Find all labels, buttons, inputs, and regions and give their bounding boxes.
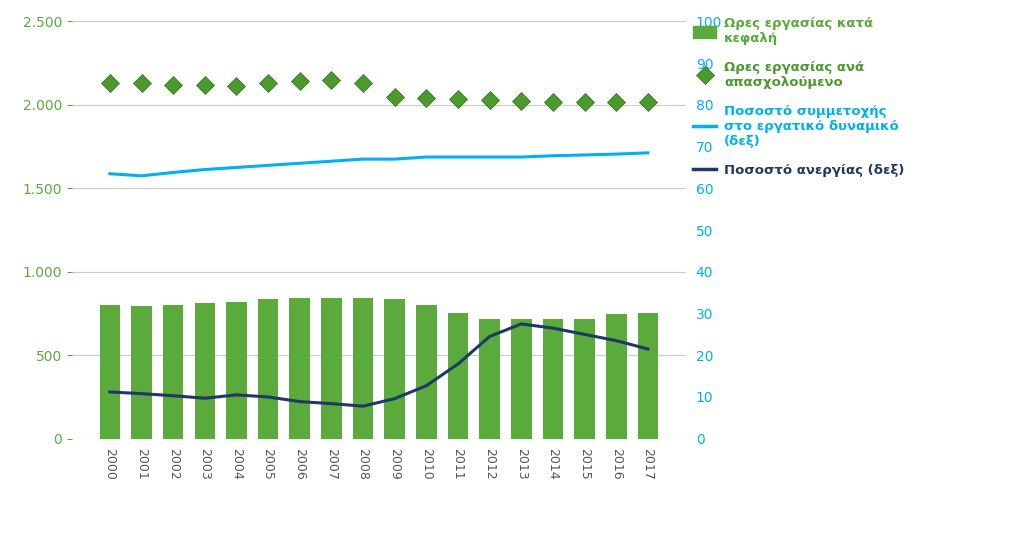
Bar xyxy=(543,318,563,439)
Bar xyxy=(258,299,279,439)
Bar xyxy=(384,299,404,439)
Legend: Ωρες εργασίας κατά
κεφαλή, Ωρες εργασίας ανά
απασχολούμενο, Ποσοστό συμμετοχής
σ: Ωρες εργασίας κατά κεφαλή, Ωρες εργασίας… xyxy=(692,17,905,177)
Bar xyxy=(226,302,247,439)
Bar xyxy=(353,297,374,439)
Bar xyxy=(99,305,120,439)
Bar xyxy=(163,305,183,439)
Bar xyxy=(131,306,152,439)
Bar xyxy=(511,319,531,439)
Bar xyxy=(606,315,627,439)
Bar xyxy=(322,297,342,439)
Bar xyxy=(638,312,658,439)
Bar xyxy=(195,303,215,439)
Bar xyxy=(447,312,468,439)
Bar xyxy=(290,299,310,439)
Bar xyxy=(574,318,595,439)
Bar xyxy=(479,318,500,439)
Bar xyxy=(416,305,436,439)
